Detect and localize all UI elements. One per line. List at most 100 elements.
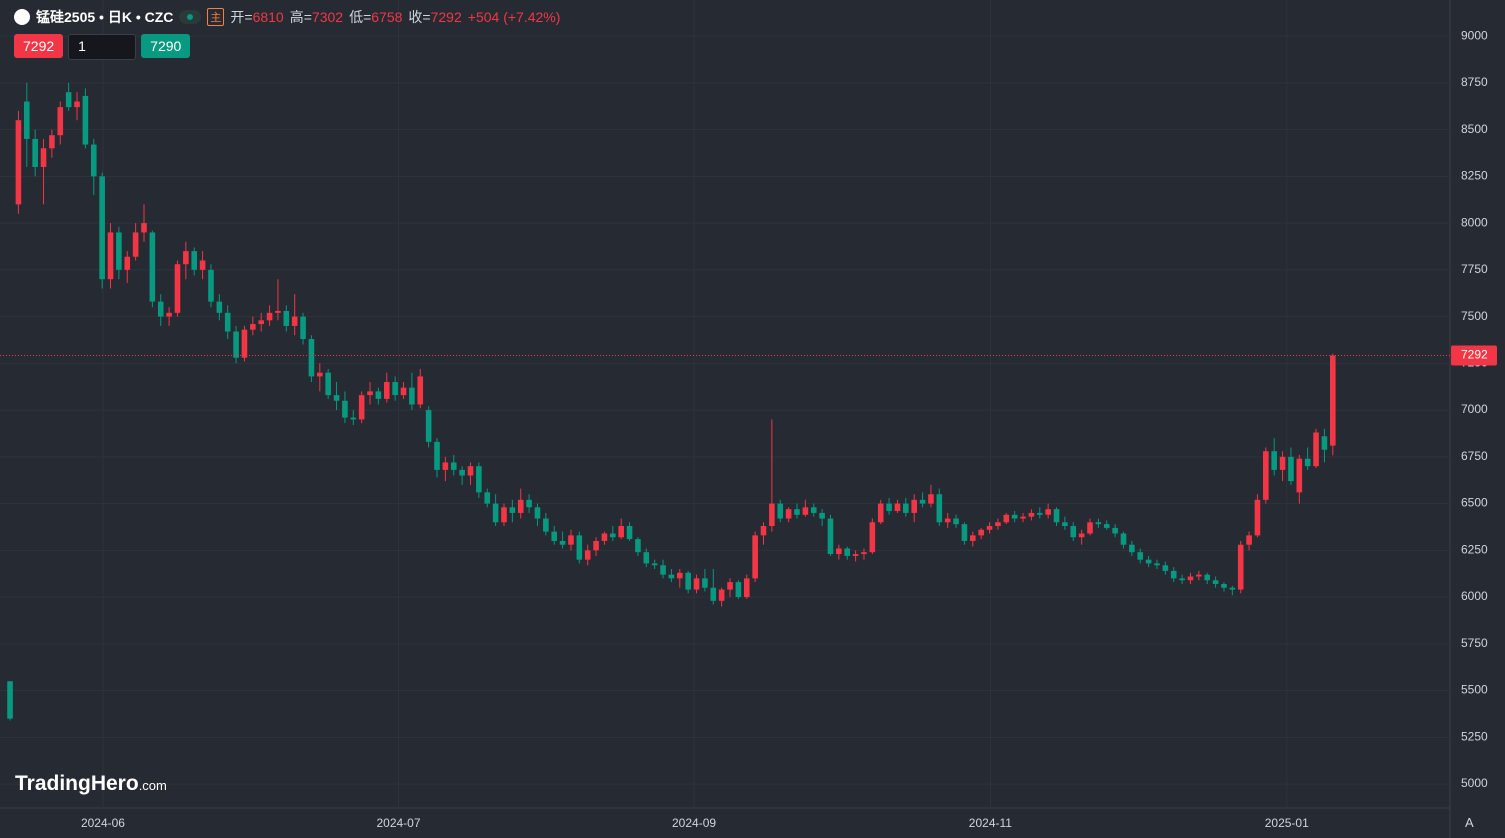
candle-body [794,509,800,515]
last-price-tag [1451,345,1497,366]
candle-body [1304,458,1311,467]
candle-body [367,391,373,396]
x-tick-label: 2025-01 [1265,816,1309,830]
candle-body [970,535,976,541]
candle-body [434,441,440,470]
change-value: +504 (+7.42%) [467,9,561,25]
symbol-icon [14,9,30,25]
y-tick-label: 5000 [1461,776,1488,790]
candle-body [275,310,281,313]
candle-body [199,260,206,270]
high-value: 7302 [311,9,344,25]
candle-body [1204,574,1211,581]
candle-body [501,507,507,523]
candle-body [183,251,189,265]
x-tick-label: 2024-07 [376,816,420,830]
candle-body [266,312,273,321]
candle-body [1095,522,1102,525]
candle-body [1154,563,1160,566]
candle-body [1003,514,1010,523]
candle-body [409,387,415,405]
candle-body [492,503,499,523]
y-tick-label: 8250 [1461,169,1488,183]
candle-body [509,507,516,513]
candle-body [1254,499,1261,536]
status-toggle[interactable] [179,10,202,24]
candle-body [735,582,742,598]
candle-body [944,518,951,523]
candle-body [777,503,784,519]
candle-body [986,526,993,530]
y-tick-label: 5750 [1461,636,1488,650]
candle-body [141,223,147,233]
candle-body [668,574,675,579]
y-tick-label: 7500 [1461,309,1488,323]
candle-body [166,312,172,317]
candle-body [1212,580,1219,584]
last-price-label: 7292 [1461,348,1488,362]
x-tick-label: 2024-06 [81,816,125,830]
candle-body [57,107,64,136]
candle-body [618,526,624,538]
y-tick-label: 5500 [1461,683,1488,697]
candle-body [116,232,122,270]
y-tick-label: 9000 [1461,28,1488,42]
candle-body [40,148,47,167]
y-tick-label: 5250 [1461,729,1488,743]
main-indicator[interactable]: 主 [207,8,225,26]
candle-body [928,494,934,504]
candle-body [258,320,265,325]
y-tick-label: 8000 [1461,215,1488,229]
y-tick-label: 6250 [1461,542,1488,556]
candle-body [224,312,231,332]
candle-body [342,400,348,418]
candle-body [132,232,139,257]
x-tick-label: 2024-09 [672,816,716,830]
candle-body [459,469,465,476]
candle-body [894,503,901,512]
candle-body [869,522,876,553]
candle-body [718,589,725,601]
candle-body [727,582,733,590]
candle-body [861,552,867,555]
close-label: 收= [408,9,431,25]
candle-body [383,382,390,399]
candle-body [32,138,38,167]
y-tick-label: 7000 [1461,402,1488,416]
candle-body [760,526,767,536]
buy-button[interactable]: 7290 [141,34,191,58]
candle-body [651,563,658,566]
candle-body [978,529,984,536]
candle-body [82,95,89,145]
auto-scale-button[interactable]: A [1465,815,1474,830]
low-value: 6758 [371,9,403,25]
x-tick-label: 2024-11 [969,816,1012,830]
candle-body [1028,512,1035,517]
candle-body [1329,355,1336,446]
candle-body [23,101,30,139]
candle-body [1229,587,1236,590]
candle-body [710,587,717,601]
quantity-input[interactable]: 1 [68,34,137,60]
candle-body [752,535,758,579]
candle-body [1137,552,1144,560]
candle-body [543,518,549,532]
candle-body [576,535,583,560]
sell-button[interactable]: 7292 [14,34,64,58]
open-value: 6810 [252,9,284,25]
order-bar: 7292 1 7290 [14,34,191,60]
candle-body [1062,522,1068,527]
candle-body [702,578,708,588]
candle-body [819,512,825,519]
candle-body [317,372,323,377]
header: 锰硅2505 • 日K • CZC 主 开=6810 高=7302 低=6758… [14,7,560,27]
candle-body [107,232,114,280]
candle-body [676,572,683,579]
candle-body [1129,544,1135,553]
candle-body [584,550,591,560]
candle-body [283,310,290,326]
candle-body [191,251,198,270]
watermark-name: TradingHero [15,772,139,795]
candle-body [743,578,750,598]
